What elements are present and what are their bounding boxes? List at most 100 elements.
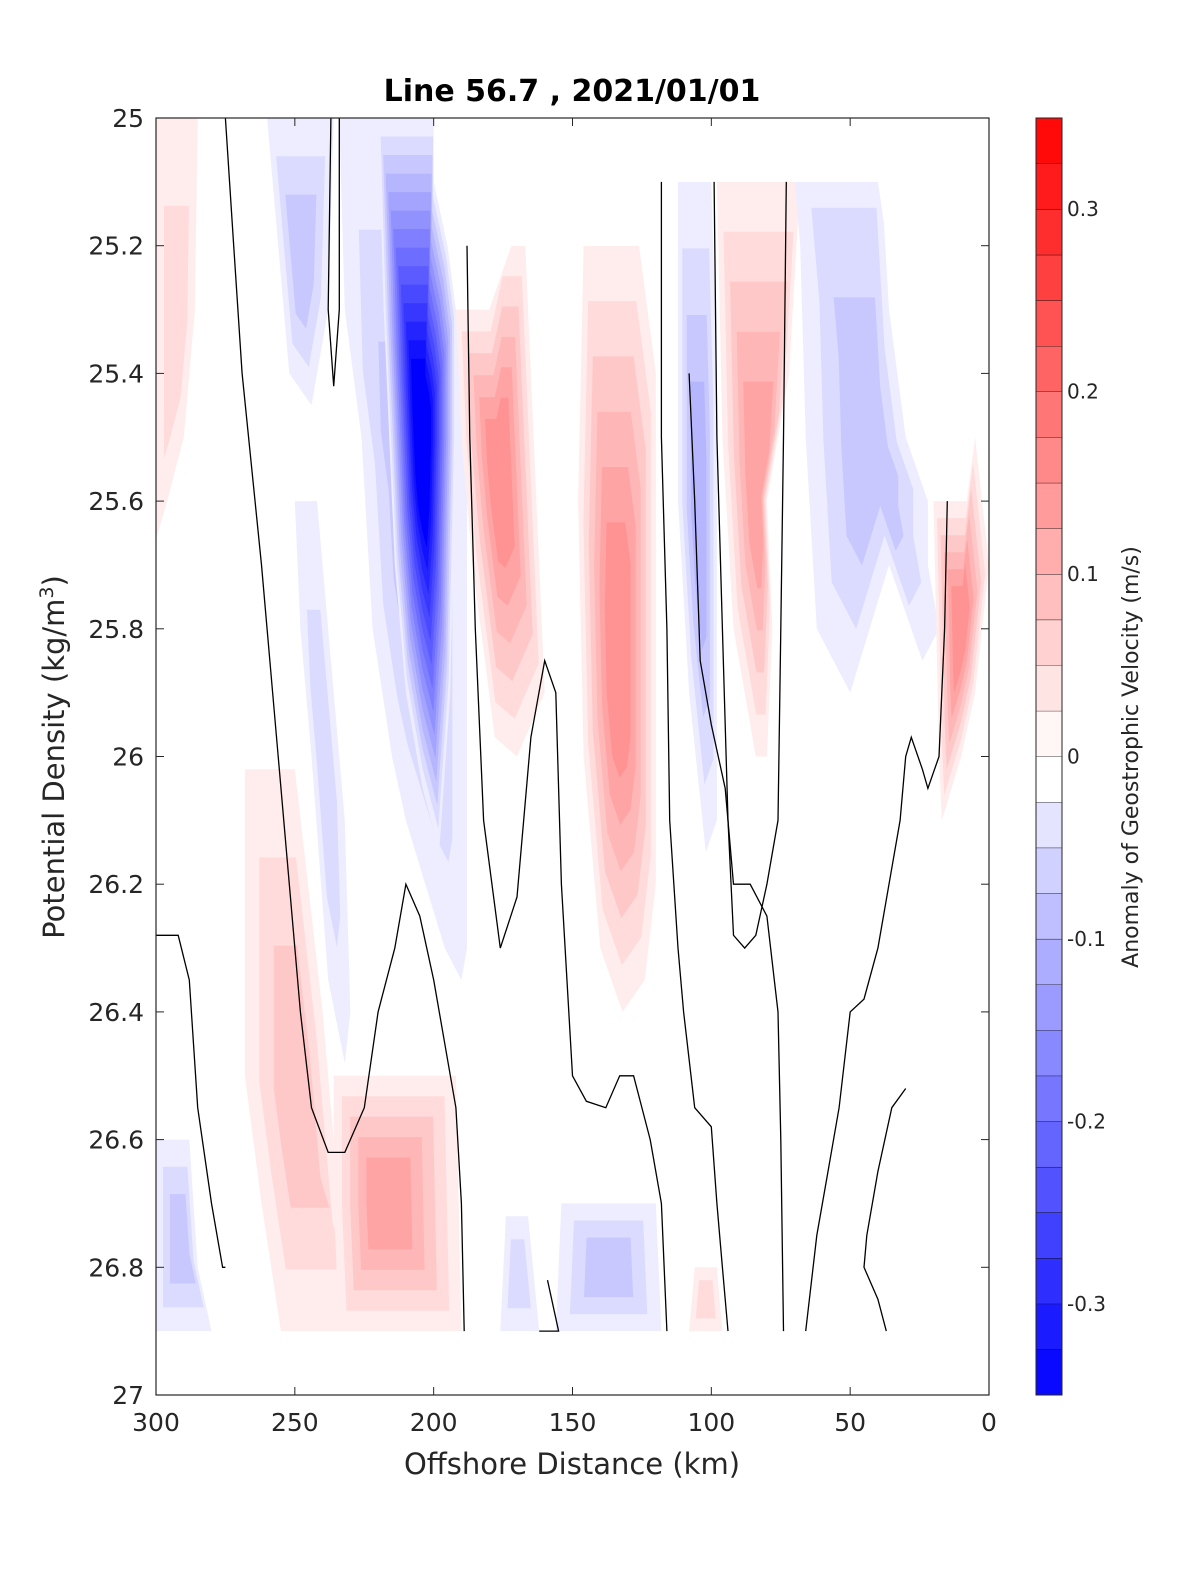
anomaly-region-positive-5 xyxy=(455,245,545,757)
colorbar-tick-label: 0.2 xyxy=(1067,380,1099,404)
zero-contour-0 xyxy=(224,118,465,1332)
colorbar-segment xyxy=(1036,528,1062,575)
y-axis-label: Potential Density (kg/m3) xyxy=(36,575,71,939)
axes: 300 250 200 150 100 50 0 25 25.2 25.4 25.6 25.8 26 26… xyxy=(88,104,997,1437)
anomaly-region-negative-13 xyxy=(156,1139,212,1332)
anomaly-region-positive-16 xyxy=(689,1267,723,1332)
y-tick-label: 25 xyxy=(112,104,144,133)
y-axis-label-close: ) xyxy=(37,575,71,586)
zero-contour-5 xyxy=(660,181,729,1332)
anomaly-region-positive-8 xyxy=(716,181,801,757)
anomaly-level-15-3 xyxy=(584,1237,634,1298)
colorbar-segment xyxy=(1036,574,1062,620)
colorbar-segment xyxy=(1036,665,1062,711)
colorbar-segment xyxy=(1036,437,1062,483)
colorbar-segment xyxy=(1036,1303,1062,1350)
zero-contour-6 xyxy=(713,181,787,950)
colorbar-segment xyxy=(1036,710,1062,757)
zero-contour-lines xyxy=(156,118,948,1332)
anomaly-level-6-6 xyxy=(604,522,631,778)
x-tick-label: 0 xyxy=(981,1408,997,1437)
x-axis-label: Offshore Distance (km) xyxy=(404,1447,740,1481)
anomaly-region-negative-4 xyxy=(378,118,456,853)
colorbar-tick-label: 0.3 xyxy=(1067,197,1099,221)
y-tick-label: 26.2 xyxy=(88,870,144,899)
y-tick-label: 25.4 xyxy=(88,359,144,388)
colorbar-segment xyxy=(1036,118,1062,164)
anomaly-region-positive-10 xyxy=(933,437,989,821)
y-tick-label: 25.8 xyxy=(88,615,144,644)
colorbar-segment xyxy=(1036,1258,1062,1304)
anomaly-level-9-3 xyxy=(833,297,904,566)
colorbar: 0.3 0.2 0.1 0 -0.1 -0.2 -0.3 xyxy=(1035,117,1106,1396)
colorbar-segment xyxy=(1036,619,1062,666)
colorbar-segment xyxy=(1036,391,1062,438)
anomaly-level-10-6 xyxy=(951,564,970,693)
chart-title: Line 56.7 , 2021/01/01 xyxy=(384,74,761,109)
colorbar-segment xyxy=(1036,346,1062,392)
colorbar-tick-label: 0 xyxy=(1067,745,1080,769)
colorbar-segment xyxy=(1036,893,1062,939)
colorbar-segment xyxy=(1036,482,1062,529)
colorbar-tick-label: 0.1 xyxy=(1067,562,1099,586)
y-axis-label-main: Potential Density (kg/m xyxy=(37,599,71,939)
zero-contour-8 xyxy=(805,501,948,1332)
colorbar-label: Anomaly of Geostrophic Velocity (m/s) xyxy=(1119,546,1144,968)
y-tick-label: 26 xyxy=(112,743,144,772)
colorbar-segment xyxy=(1036,254,1062,301)
colorbar-tick-label: -0.3 xyxy=(1067,1292,1106,1316)
anomaly-region-positive-6 xyxy=(578,245,656,1012)
anomaly-level-13-3 xyxy=(169,1194,196,1284)
no-data-mask-bottom xyxy=(156,1331,989,1395)
x-tick-label: 200 xyxy=(410,1408,458,1437)
colorbar-segment xyxy=(1036,984,1062,1031)
zero-contour-2 xyxy=(156,934,226,1268)
zero-contour-7 xyxy=(688,373,785,1332)
colorbar-segment xyxy=(1036,1349,1062,1395)
x-tick-label: 50 xyxy=(834,1408,866,1437)
colorbar-segment xyxy=(1036,756,1062,803)
colorbar-segment xyxy=(1036,1030,1062,1076)
plot-area xyxy=(156,118,989,1395)
colorbar-tick-label: -0.2 xyxy=(1067,1109,1106,1133)
anomaly-region-negative-9 xyxy=(789,118,939,693)
x-tick-label: 150 xyxy=(549,1408,597,1437)
zero-contour-4 xyxy=(539,1279,560,1332)
anomaly-level-8-5 xyxy=(743,381,774,589)
anomaly-level-5-6 xyxy=(485,397,515,568)
anomaly-region-positive-0 xyxy=(156,118,198,540)
anomaly-region-negative-7 xyxy=(678,181,717,853)
y-tick-label: 25.6 xyxy=(88,487,144,516)
anomaly-region-negative-1 xyxy=(267,118,334,406)
anomaly-level-14-2 xyxy=(507,1239,531,1309)
y-tick-label: 27 xyxy=(112,1381,144,1410)
anomaly-level-1-3 xyxy=(285,194,317,329)
anomaly-level-16-2 xyxy=(695,1280,716,1319)
anomaly-level-4-14 xyxy=(411,358,431,548)
colorbar-segment xyxy=(1036,300,1062,347)
colorbar-segment xyxy=(1036,1212,1062,1259)
anomaly-level-0-2 xyxy=(164,205,189,459)
colorbar-frame xyxy=(1035,117,1063,1396)
colorbar-segment xyxy=(1036,1121,1062,1167)
zero-contour-3 xyxy=(466,245,668,1332)
colorbar-segment xyxy=(1036,938,1062,985)
zero-contour-1 xyxy=(327,118,340,387)
y-tick-label: 25.2 xyxy=(88,232,144,261)
y-tick-label: 26.4 xyxy=(88,998,144,1027)
anomaly-region-positive-12 xyxy=(333,1075,462,1332)
anomaly-region-negative-15 xyxy=(555,1203,662,1332)
anomaly-level-7-4 xyxy=(690,381,707,650)
colorbar-segment xyxy=(1036,209,1062,255)
y-tick-label: 26.8 xyxy=(88,1253,144,1282)
y-axis-label-sup: 3 xyxy=(36,586,58,598)
colorbar-segment xyxy=(1036,163,1062,210)
no-data-mask-top xyxy=(433,118,989,470)
zero-contour-9 xyxy=(863,1088,907,1332)
y-tick-label: 26.6 xyxy=(88,1126,144,1155)
x-tick-label: 250 xyxy=(271,1408,319,1437)
colorbar-tick-label: -0.1 xyxy=(1067,927,1106,951)
anomaly-region-negative-14 xyxy=(500,1216,540,1332)
anomaly-region-negative-3 xyxy=(294,501,351,1064)
